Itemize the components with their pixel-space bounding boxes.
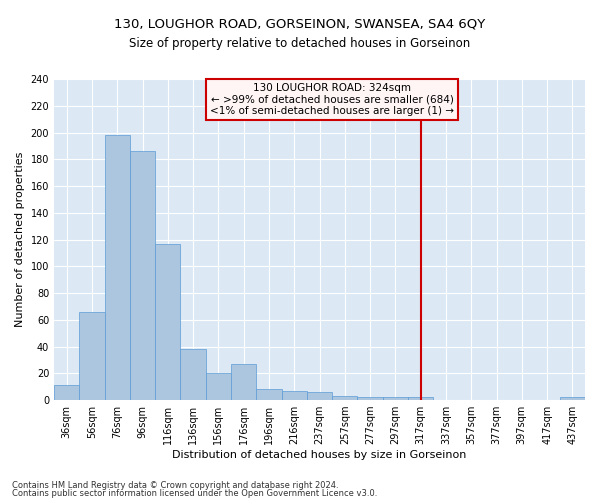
Bar (307, 392, 332, 400)
Bar (231, 364, 256, 400)
Bar (358, 398, 383, 400)
Text: 130 LOUGHOR ROAD: 324sqm
← >99% of detached houses are smaller (684)
<1% of semi: 130 LOUGHOR ROAD: 324sqm ← >99% of detac… (210, 83, 454, 116)
Bar (408, 398, 433, 400)
Bar (54, 386, 79, 400)
Bar (79, 312, 104, 400)
Bar (332, 396, 358, 400)
Text: 130, LOUGHOR ROAD, GORSEINON, SWANSEA, SA4 6QY: 130, LOUGHOR ROAD, GORSEINON, SWANSEA, S… (115, 18, 485, 30)
Bar (383, 398, 408, 400)
Bar (130, 151, 155, 400)
Bar (560, 398, 585, 400)
Bar (206, 374, 231, 400)
Bar (256, 390, 281, 400)
Text: Contains HM Land Registry data © Crown copyright and database right 2024.: Contains HM Land Registry data © Crown c… (12, 480, 338, 490)
Bar (281, 390, 307, 400)
Text: Size of property relative to detached houses in Gorseinon: Size of property relative to detached ho… (130, 38, 470, 51)
Bar (155, 244, 181, 400)
Text: Contains public sector information licensed under the Open Government Licence v3: Contains public sector information licen… (12, 489, 377, 498)
X-axis label: Distribution of detached houses by size in Gorseinon: Distribution of detached houses by size … (172, 450, 467, 460)
Bar (181, 349, 206, 400)
Bar (104, 135, 130, 400)
Y-axis label: Number of detached properties: Number of detached properties (15, 152, 25, 327)
